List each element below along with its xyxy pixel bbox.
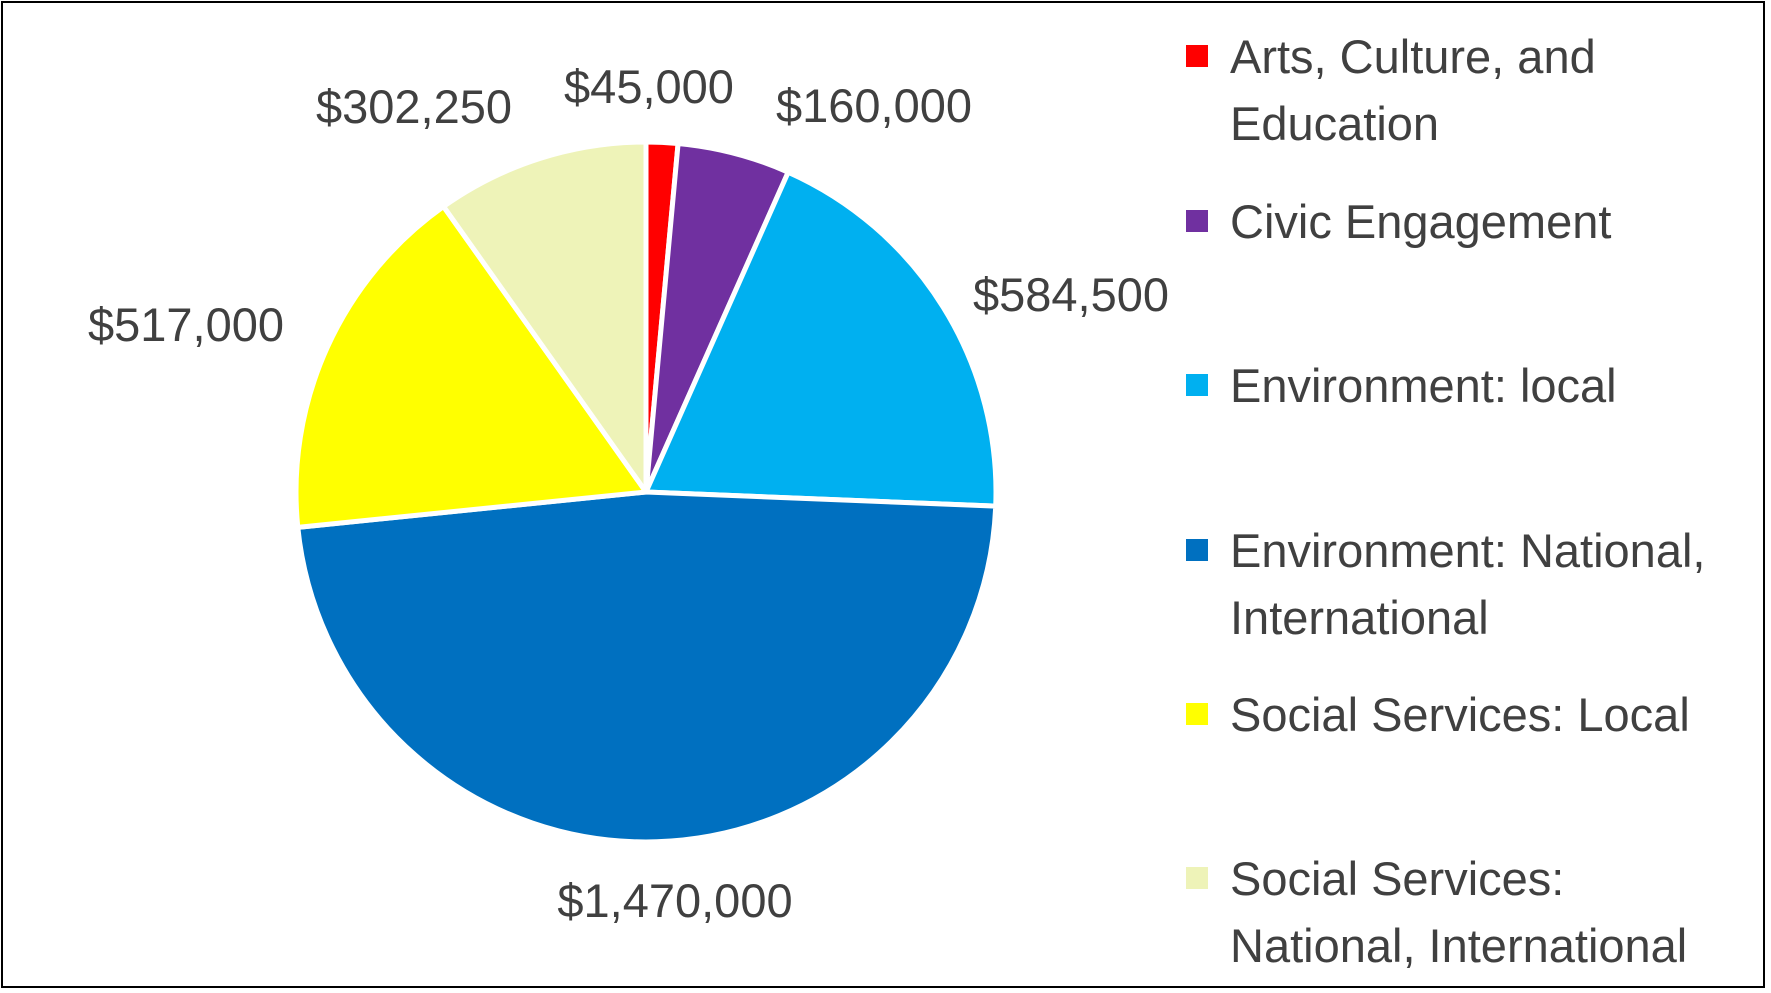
legend-label-env-national: Environment: National, International bbox=[1230, 524, 1706, 644]
legend-swatch-social-national bbox=[1186, 867, 1208, 889]
legend-item-social-local: Social Services: Local bbox=[1186, 681, 1770, 748]
data-label-social-national: $302,250 bbox=[316, 80, 512, 133]
legend-swatch-arts bbox=[1186, 45, 1208, 67]
legend-swatch-civic bbox=[1186, 210, 1208, 232]
pie-slice-env-national bbox=[295, 489, 999, 845]
data-label-social-local: $517,000 bbox=[88, 298, 284, 351]
pie-slice-social-local bbox=[293, 204, 649, 530]
pie-slice-social-national bbox=[441, 139, 649, 495]
legend-label-social-national: Social Services: National, International bbox=[1230, 852, 1688, 972]
legend-swatch-env-national bbox=[1186, 539, 1208, 561]
data-label-env-local: $584,500 bbox=[973, 268, 1169, 321]
legend-item-arts: Arts, Culture, and Education bbox=[1186, 23, 1770, 157]
legend-label-env-local: Environment: local bbox=[1230, 359, 1617, 412]
data-label-env-national: $1,470,000 bbox=[557, 874, 792, 927]
legend-item-env-local: Environment: local bbox=[1186, 352, 1770, 419]
data-label-civic: $160,000 bbox=[776, 79, 972, 132]
legend-item-env-national: Environment: National, International bbox=[1186, 517, 1770, 651]
legend-item-civic: Civic Engagement bbox=[1186, 188, 1770, 255]
pie-slices bbox=[293, 139, 999, 845]
legend-swatch-env-local bbox=[1186, 374, 1208, 396]
legend-label-social-local: Social Services: Local bbox=[1230, 688, 1690, 741]
pie-slice-env-local bbox=[643, 169, 999, 509]
data-labels: $45,000 $160,000 $584,500 $1,470,000 $51… bbox=[88, 60, 1169, 927]
legend-swatch-social-local bbox=[1186, 703, 1208, 725]
legend-item-social-national: Social Services: National, International bbox=[1186, 845, 1770, 979]
legend-label-arts: Arts, Culture, and Education bbox=[1230, 30, 1596, 150]
data-label-arts: $45,000 bbox=[564, 60, 734, 113]
pie-chart: $45,000 $160,000 $584,500 $1,470,000 $51… bbox=[88, 60, 1169, 927]
legend-label-civic: Civic Engagement bbox=[1230, 195, 1612, 248]
